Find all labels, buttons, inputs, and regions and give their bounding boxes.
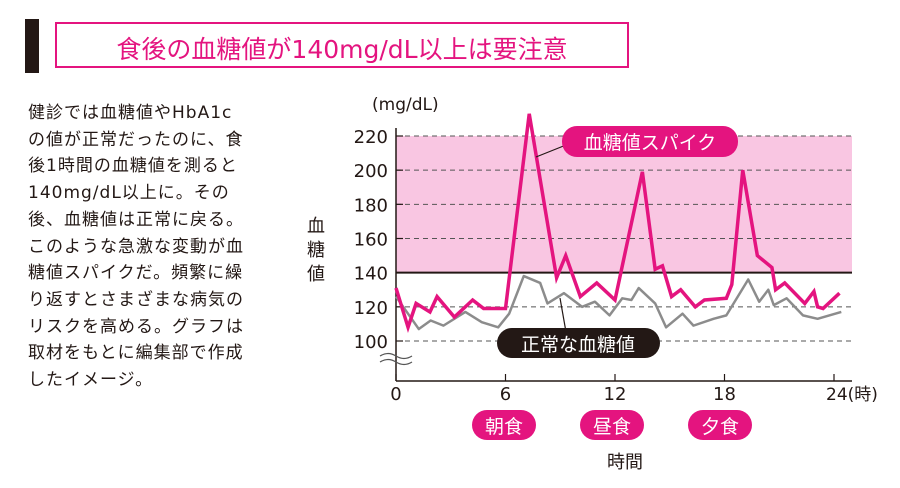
y-tick-label: 180 (354, 195, 388, 216)
y-tick-label: 120 (354, 298, 388, 319)
y-axis-label-char: 値 (307, 264, 325, 285)
x-tick-label: 0 (390, 384, 401, 405)
x-tick-label: 18 (713, 384, 736, 405)
y-tick-label: 220 (354, 127, 388, 148)
description-line: 糖値スパイクだ。頻繁に繰 (28, 263, 244, 284)
y-tick-label: 160 (354, 230, 388, 251)
meal-pill (688, 410, 752, 440)
y-unit-label: (mg/dL) (372, 95, 439, 115)
x-tick-label: 6 (500, 384, 511, 405)
description-line: したイメージ。 (28, 370, 154, 391)
description-line: り返すとさまざまな病気の (28, 289, 244, 310)
description-line: の値が正常だったのに、食 (28, 129, 244, 150)
title-accent-bar (25, 19, 39, 73)
meal-pill (472, 410, 536, 440)
meal-marker: 夕食 (688, 410, 752, 440)
description-line: 取材をもとに編集部で作成 (28, 343, 244, 364)
legend-normal: 正常な血糖値 (497, 297, 660, 358)
description: 健診では血糖値やHbA1c の値が正常だったのに、食 後1時間の血糖値を測ると 140… (28, 100, 278, 394)
meal-label: 夕食 (701, 416, 739, 438)
axis-break-icon (379, 352, 413, 366)
y-tick-label: 100 (354, 332, 388, 353)
x-tick-label: 12 (604, 384, 627, 405)
y-axis-label: 血糖値 (307, 216, 325, 285)
description-line: 健診では血糖値やHbA1c (28, 103, 233, 123)
meal-label: 昼食 (593, 416, 631, 438)
meal-label: 朝食 (485, 416, 523, 438)
series-normal-line (394, 274, 842, 331)
y-axis-label-char: 糖 (307, 240, 325, 261)
x-unit-label: 24(時) (826, 385, 878, 405)
chart-title: 食後の血糖値が140mg/dL以上は要注意 (116, 35, 568, 64)
description-line: このような急激な変動が血 (28, 236, 244, 257)
y-tick-label: 140 (354, 264, 388, 285)
legend-normal-label: 正常な血糖値 (521, 334, 635, 356)
series-spike-line (394, 113, 841, 334)
description-line: 後1時間の血糖値を測ると (28, 156, 238, 177)
meal-marker: 朝食 (472, 410, 536, 440)
description-line: リスクを高める。グラフは (28, 316, 244, 337)
meal-marker: 昼食 (580, 410, 644, 440)
legend-spike-label: 血糖値スパイク (584, 132, 717, 154)
description-line: 後、血糖値は正常に戻る。 (28, 209, 244, 230)
meal-pill (580, 410, 644, 440)
y-axis-label-char: 血 (307, 216, 325, 237)
y-tick-label: 200 (354, 161, 388, 182)
legend-spike: 血糖値スパイク (535, 126, 738, 158)
x-axis-label: 時間 (607, 452, 643, 473)
title-box: 食後の血糖値が140mg/dL以上は要注意 (55, 22, 629, 68)
description-line: 140mg/dL以上に。その (28, 183, 230, 204)
